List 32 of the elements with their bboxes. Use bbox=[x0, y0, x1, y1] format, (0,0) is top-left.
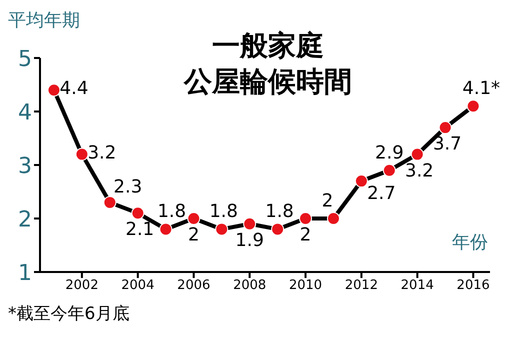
text: *截至今年6月底 bbox=[8, 304, 130, 324]
data-label: 2.7 bbox=[367, 183, 396, 204]
data-label: 2.3 bbox=[114, 176, 142, 198]
data-label: 3.2 bbox=[88, 142, 116, 164]
x-tick-label: 2014 bbox=[400, 278, 434, 294]
data-label: 4.4 bbox=[60, 78, 88, 100]
x-tick-label: 2008 bbox=[233, 278, 266, 294]
data-label: 1.9 bbox=[235, 230, 264, 251]
data-label: 2.1 bbox=[126, 219, 154, 240]
x-tick-label: 2010 bbox=[288, 278, 322, 294]
data-label: 1.8 bbox=[209, 201, 238, 222]
x-tick-label: 2016 bbox=[456, 278, 490, 294]
y-tick-label: 2 bbox=[18, 207, 32, 232]
chart-title: 一般家庭公屋輪候時間 bbox=[182, 28, 353, 100]
x-tick-label: 2012 bbox=[344, 278, 378, 294]
data-label: 4.1* bbox=[462, 78, 500, 100]
x-tick-label: 2002 bbox=[65, 278, 98, 294]
y-tick-label: 3 bbox=[18, 154, 32, 179]
data-label: 2.9 bbox=[375, 142, 404, 164]
y-axis-title: 平均年期 bbox=[8, 9, 80, 32]
y-tick-label: 5 bbox=[18, 46, 32, 72]
y-tick-label: 1 bbox=[18, 260, 32, 286]
data-label: 2 bbox=[322, 190, 334, 212]
data-label: 1.8 bbox=[157, 201, 186, 222]
data-label: 3.2 bbox=[405, 160, 434, 182]
data-label: 1.8 bbox=[265, 201, 294, 222]
data-label: 2 bbox=[188, 224, 200, 246]
data-label: 2 bbox=[300, 224, 312, 246]
x-tick-label: 2006 bbox=[177, 278, 210, 294]
x-axis-title: 年份 bbox=[452, 231, 488, 254]
y-tick-label: 4 bbox=[18, 100, 32, 126]
x-tick-label: 2004 bbox=[121, 278, 154, 294]
